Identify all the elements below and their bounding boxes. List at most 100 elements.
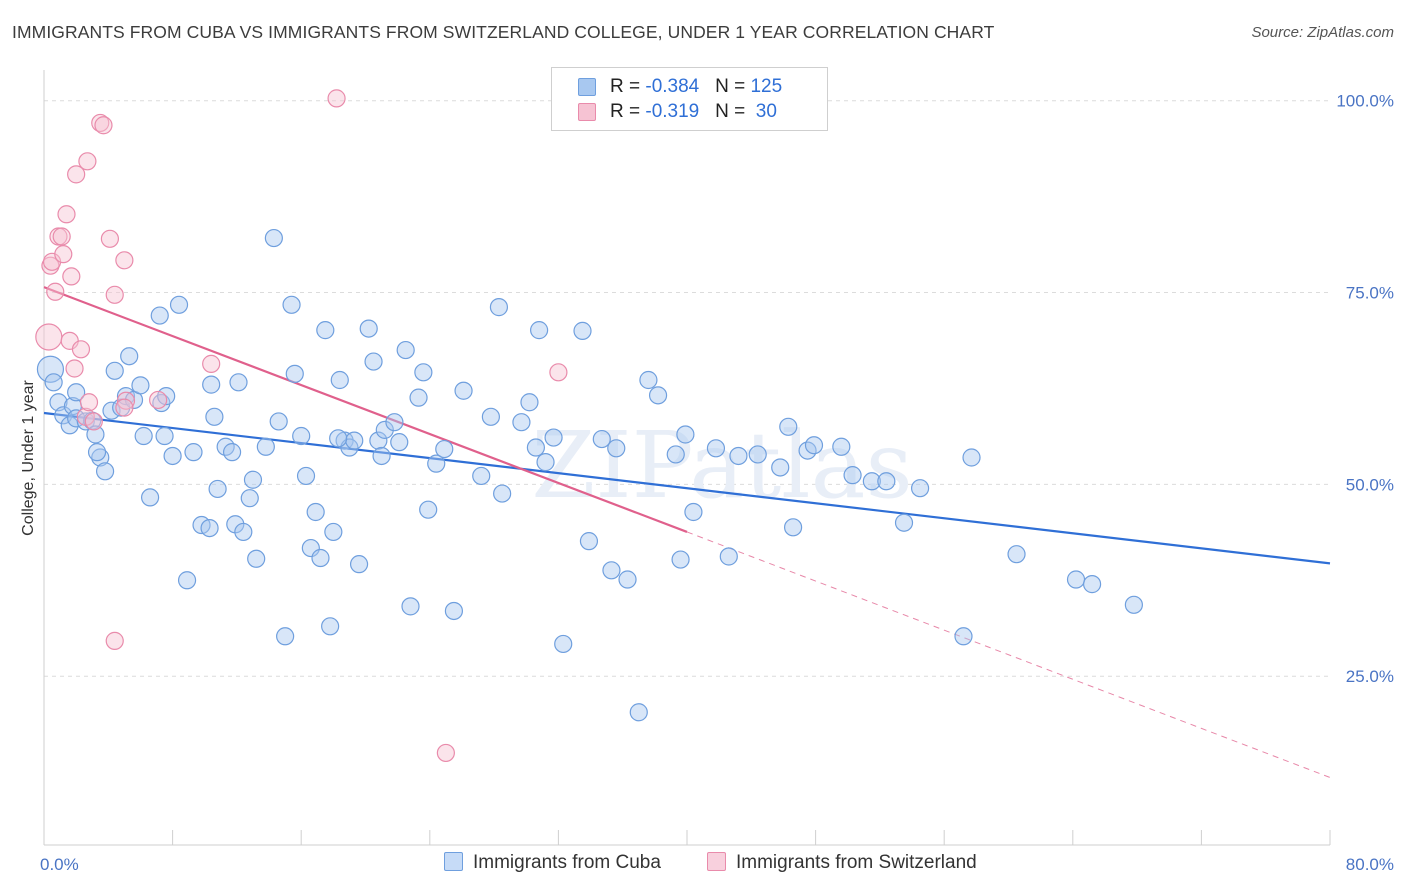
data-point — [163, 446, 182, 466]
data-point — [607, 439, 626, 458]
data-point — [364, 352, 383, 371]
chart-title: IMMIGRANTS FROM CUBA VS IMMIGRANTS FROM … — [12, 22, 995, 42]
data-point — [536, 453, 555, 472]
data-point — [301, 538, 320, 558]
data-point — [1007, 545, 1026, 564]
data-point — [87, 443, 107, 462]
data-point — [349, 555, 369, 574]
data-point — [526, 438, 545, 457]
y-tick-label-1: 75.0% — [1346, 284, 1394, 303]
data-point — [481, 407, 500, 426]
data-point — [177, 571, 197, 590]
data-point — [240, 489, 259, 508]
data-point — [684, 502, 703, 522]
data-point — [618, 570, 637, 589]
data-point — [390, 433, 409, 452]
data-point — [115, 398, 134, 417]
data-point — [243, 470, 263, 489]
data-point — [44, 373, 63, 392]
data-point — [436, 743, 455, 763]
data-point — [554, 634, 573, 654]
data-point — [804, 436, 824, 455]
y-tick-label-0: 100.0% — [1336, 92, 1394, 111]
data-point — [330, 370, 349, 390]
axes — [43, 70, 1331, 846]
data-point — [149, 390, 168, 410]
data-point — [84, 412, 103, 431]
data-point — [62, 267, 81, 286]
data-point — [247, 549, 266, 568]
data-point — [105, 361, 124, 380]
data-point — [311, 548, 330, 568]
data-point — [296, 466, 316, 486]
legend-r-label: R = — [610, 101, 646, 122]
bottom-legend-swatch-switzerland — [707, 852, 726, 871]
data-point — [35, 323, 63, 351]
data-point — [86, 425, 105, 444]
data-point — [401, 597, 420, 616]
data-point — [549, 363, 568, 382]
data-point — [427, 454, 446, 473]
data-point — [115, 251, 134, 270]
data-point — [71, 340, 91, 359]
data-point — [639, 370, 658, 390]
data-point — [256, 437, 275, 456]
data-point — [78, 152, 97, 171]
data-point — [629, 703, 648, 722]
data-point — [748, 445, 767, 464]
data-point — [229, 373, 248, 392]
trend-lines — [43, 286, 1331, 778]
bottom-legend-label-switzerland: Immigrants from Switzerland — [736, 852, 977, 873]
data-point — [512, 413, 531, 432]
series-1-points — [35, 89, 568, 763]
data-point — [95, 462, 115, 481]
data-point — [962, 448, 981, 467]
data-point — [579, 532, 599, 551]
data-point — [573, 321, 592, 340]
y-tick-label-3: 25.0% — [1346, 667, 1394, 686]
data-point — [292, 426, 311, 446]
data-point — [729, 446, 748, 466]
trend-line-0 — [43, 411, 1331, 565]
legend-swatch-switzerland — [578, 103, 596, 121]
data-point — [648, 386, 668, 405]
data-point — [54, 245, 73, 264]
data-point — [771, 458, 790, 477]
data-point — [414, 363, 433, 382]
data-point — [120, 347, 139, 366]
data-point — [520, 393, 539, 412]
data-point — [530, 321, 549, 340]
data-point — [169, 295, 189, 314]
data-point — [321, 617, 340, 636]
legend-n-value: 125 — [750, 76, 783, 97]
data-point — [282, 295, 301, 314]
source-label: Source: ZipAtlas.com — [1251, 24, 1394, 41]
data-point — [592, 429, 611, 449]
data-point — [91, 113, 110, 133]
data-point — [1082, 575, 1102, 594]
data-point — [94, 116, 113, 135]
data-point — [276, 627, 295, 646]
data-point — [385, 413, 404, 432]
data-point — [1124, 595, 1143, 614]
data-point — [877, 472, 896, 491]
data-point — [105, 631, 124, 650]
data-point — [116, 391, 136, 410]
data-point — [91, 448, 110, 467]
data-point — [184, 443, 203, 462]
data-point — [264, 228, 283, 248]
data-point — [783, 518, 803, 537]
x-tick-label-0: 0.0% — [40, 855, 79, 874]
data-point — [134, 426, 153, 446]
data-point — [234, 522, 253, 542]
watermark: ZIPatlas — [531, 412, 912, 519]
data-point — [666, 445, 685, 464]
data-point — [67, 165, 86, 184]
legend-r-label: R = — [610, 76, 646, 97]
data-point — [324, 522, 343, 542]
data-point — [489, 298, 509, 317]
x-tick-labels: 0.0% 80.0% — [40, 855, 1394, 874]
data-point — [208, 479, 227, 499]
data-point — [409, 388, 428, 407]
